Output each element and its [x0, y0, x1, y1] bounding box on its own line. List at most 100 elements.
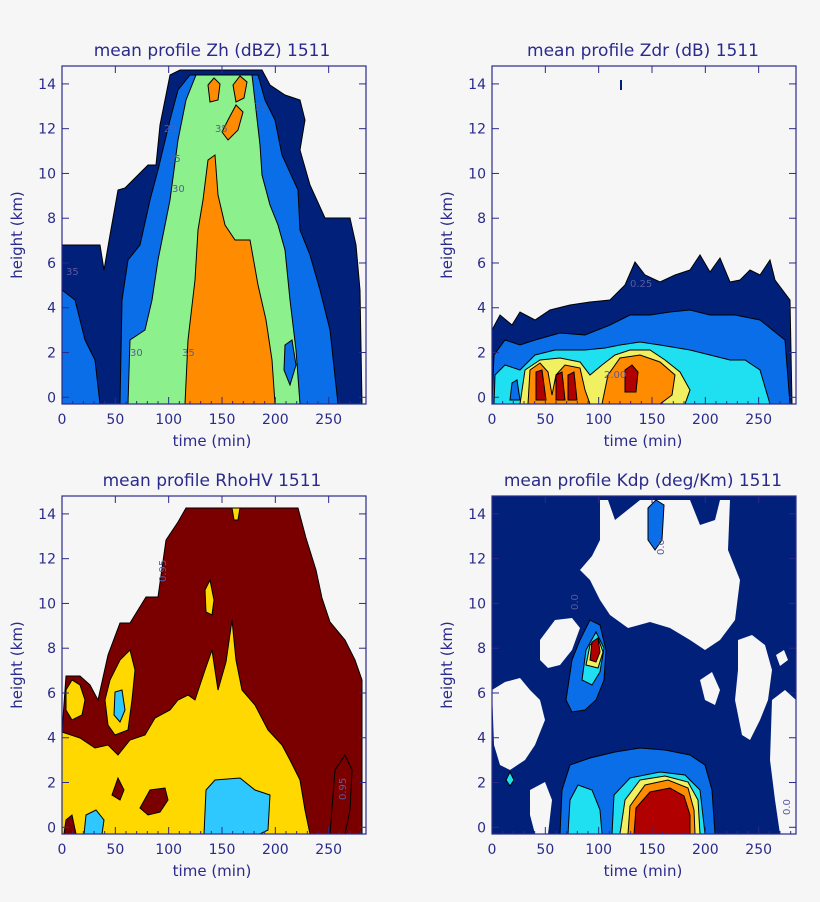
rhohv-ytick-label-1: 2 [47, 776, 56, 792]
kdp-gap-6 [530, 782, 552, 834]
rhohv-pocket-2 [203, 777, 271, 835]
zh-ytick-label-2: 4 [47, 301, 56, 317]
panel-zh-xlabel: time (min) [173, 432, 252, 450]
kdp-contour-label-2: 0.0 [570, 594, 581, 610]
rhohv-xtick-label-1: 50 [106, 842, 124, 858]
zh-ytick-label-5: 10 [38, 166, 56, 182]
rhohv-xtick-label-2: 100 [155, 842, 182, 858]
rhohv-patch-1 [139, 787, 169, 816]
zdr-ytick-label-3: 6 [477, 256, 486, 272]
zh-contour-label-6: 35 [182, 348, 195, 359]
zdr-core-4 [624, 364, 639, 393]
rhohv-ytick-label-4: 8 [47, 641, 56, 657]
zh-contour-label-8: 35 [66, 267, 79, 278]
rhohv-pocket-1 [113, 689, 126, 723]
kdp-ytick-label-6: 12 [468, 552, 486, 568]
zh-band-4 [184, 154, 276, 405]
panel-kdp-xlabel: time (min) [604, 862, 683, 880]
panel-zdr-axes: 0 50 100 150 200 250 0 2 4 6 8 10 12 14 [468, 66, 796, 428]
panel-zh-ylabel: height (km) [8, 191, 26, 279]
panel-rhohv-ylabel: height (km) [8, 621, 26, 709]
zh-ytick-label-3: 6 [47, 256, 56, 272]
kdp-xtick-label-0: 0 [488, 842, 497, 858]
kdp-gap-3 [492, 678, 545, 770]
kdp-gap-8 [776, 650, 788, 666]
zdr-core-1 [535, 369, 547, 401]
zdr-xtick-label-5: 250 [745, 412, 772, 428]
kdp-ytick-label-7: 14 [468, 507, 486, 523]
kdp-xtick-label-3: 150 [639, 842, 666, 858]
kdp-gap-2 [540, 618, 580, 668]
zdr-contour-label-2: 2.00 [604, 370, 626, 381]
rhohv-patch-4 [111, 776, 125, 801]
panel-rhohv-frame [61, 495, 367, 835]
panel-zdr-frame [491, 65, 797, 405]
kdp-gap-7 [700, 672, 720, 705]
zh-xtick-label-4: 200 [262, 412, 289, 428]
kdp-contour-label-1: 0.0 [656, 539, 667, 555]
rhohv-ytick-label-0: 0 [47, 820, 56, 836]
kdp-contour-label-3: 0.0 [782, 799, 793, 815]
kdp-core-2 [589, 637, 601, 663]
kdp-speck-1 [505, 770, 515, 787]
zh-ytick-label-0: 0 [47, 390, 56, 406]
panel-zh-title: mean profile Zh (dBZ) 1511 [94, 41, 331, 61]
zdr-xtick-label-0: 0 [488, 412, 497, 428]
zdr-ytick-label-4: 8 [477, 211, 486, 227]
rhohv-xtick-label-0: 0 [58, 842, 67, 858]
zdr-xtick-label-1: 50 [536, 412, 554, 428]
zdr-ytick-label-2: 4 [477, 301, 486, 317]
zdr-contour-label-1: 0.25 [630, 279, 652, 290]
kdp-xtick-label-2: 100 [585, 842, 612, 858]
zh-core-2 [232, 75, 248, 103]
kdp-ytick-label-2: 4 [477, 731, 486, 747]
rhohv-ytick-label-7: 14 [38, 507, 56, 523]
panel-kdp-title: mean profile Kdp (deg/Km) 1511 [504, 471, 782, 491]
zh-core-3 [207, 77, 221, 103]
zh-contour-label-3: 30 [172, 184, 185, 195]
zdr-ytick-label-7: 14 [468, 77, 486, 93]
rhohv-band-6 [231, 507, 241, 521]
zh-contour-label-7: 35 [254, 102, 267, 113]
panel-zdr-title: mean profile Zdr (dB) 1511 [527, 41, 759, 61]
kdp-ytick-label-3: 6 [477, 686, 486, 702]
zdr-xtick-label-4: 200 [692, 412, 719, 428]
zh-xtick-label-3: 150 [209, 412, 236, 428]
rhohv-ytick-label-3: 6 [47, 686, 56, 702]
panel-zh-frame [61, 65, 367, 405]
panel-kdp-plot: 0.0 0.0 0.0 [492, 496, 796, 835]
rhohv-contour-label-2: 0.95 [338, 778, 349, 800]
panel-zdr: mean profile Zdr (dB) 1511 0.25 2.00 0 50… [438, 41, 797, 450]
rhohv-band-2 [61, 619, 311, 835]
zh-xtick-label-5: 250 [315, 412, 342, 428]
kdp-gap-1 [580, 500, 740, 650]
zdr-core-3 [567, 371, 578, 401]
zdr-ytick-label-1: 2 [477, 346, 486, 362]
panel-kdp-axes: 0 50 100 150 200 250 0 2 4 6 8 10 12 14 [468, 496, 796, 858]
zh-xtick-label-1: 50 [106, 412, 124, 428]
panel-kdp: mean profile Kdp (deg/Km) 1511 0.0 0 [438, 471, 797, 880]
rhohv-ytick-label-2: 4 [47, 731, 56, 747]
rhohv-xtick-label-4: 200 [262, 842, 289, 858]
panel-rhohv-title: mean profile RhoHV 1511 [103, 471, 322, 491]
kdp-ytick-label-1: 2 [477, 776, 486, 792]
zdr-xtick-label-3: 150 [639, 412, 666, 428]
kdp-xtick-label-1: 50 [536, 842, 554, 858]
zh-xtick-label-0: 0 [58, 412, 67, 428]
kdp-ytick-label-0: 0 [477, 820, 486, 836]
zdr-ytick-label-5: 10 [468, 166, 486, 182]
zh-contour-label-4: 35 [215, 124, 228, 135]
zh-ytick-label-1: 2 [47, 346, 56, 362]
rhohv-contour-label-1: 0.95 [158, 560, 169, 582]
rhohv-xtick-label-3: 150 [209, 842, 236, 858]
panel-kdp-ylabel: height (km) [438, 621, 456, 709]
panel-rhohv: mean profile RhoHV 1511 0.95 0.95 0 50 100… [8, 471, 367, 880]
zh-ytick-label-6: 12 [38, 122, 56, 138]
zh-core-1 [221, 104, 244, 141]
kdp-gap-5 [770, 690, 796, 834]
kdp-band-2c [647, 499, 665, 551]
panel-zh: mean profile Zh (dBZ) 1511 20 25 30 35 3… [8, 41, 367, 450]
kdp-ytick-label-4: 8 [477, 641, 486, 657]
